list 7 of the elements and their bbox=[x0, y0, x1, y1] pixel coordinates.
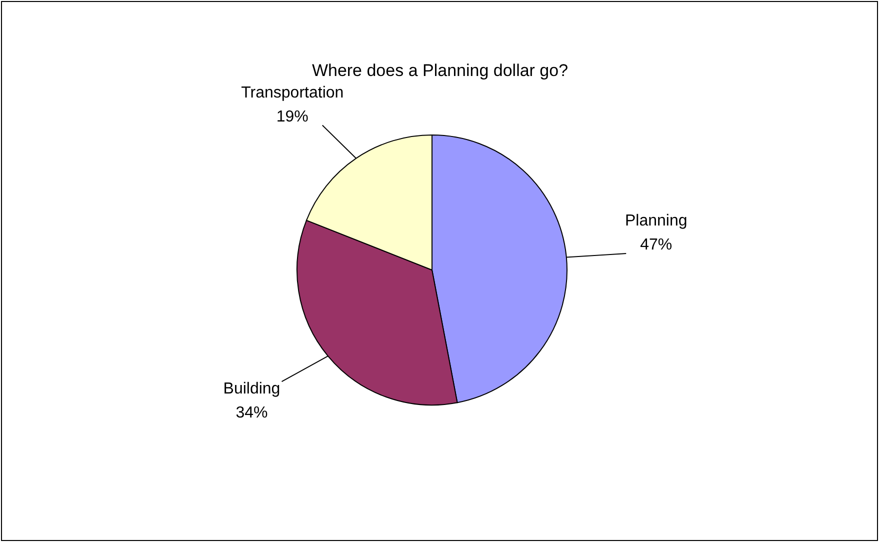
slice-label: Transportation bbox=[241, 84, 344, 102]
data-label: 19% bbox=[276, 108, 308, 126]
slice-label: Planning bbox=[624, 212, 688, 230]
data-label: 34% bbox=[236, 404, 268, 422]
data-label: 47% bbox=[640, 236, 672, 254]
chart-title: Where does a Planning dollar go? bbox=[312, 61, 568, 80]
slice-label: Building bbox=[223, 380, 280, 398]
